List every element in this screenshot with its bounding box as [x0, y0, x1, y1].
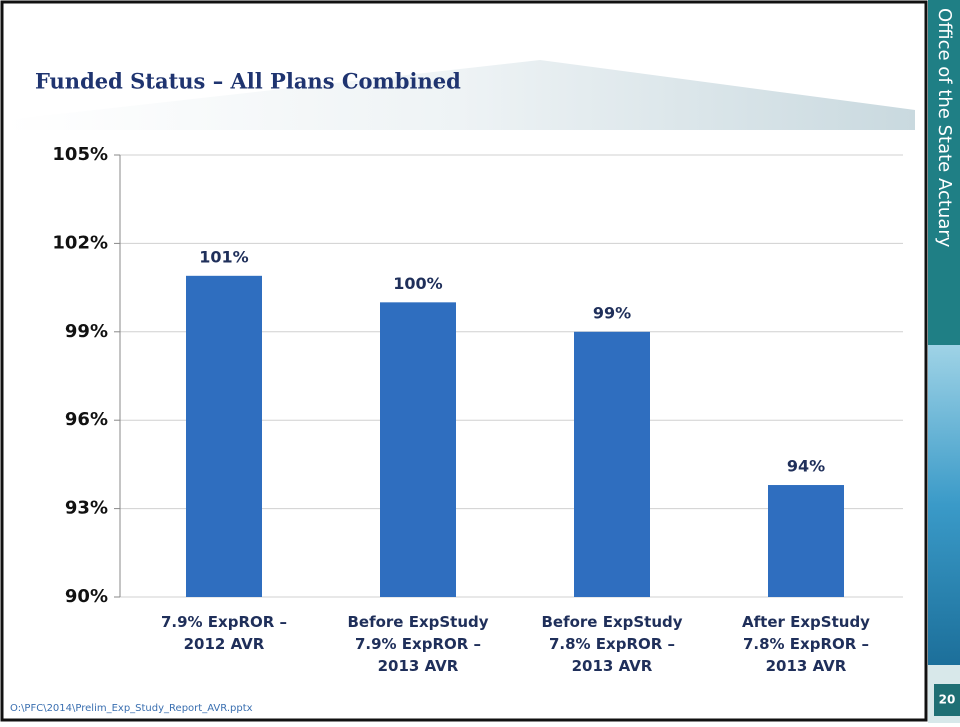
value-label: 94% — [787, 457, 825, 476]
value-label: 99% — [593, 303, 631, 322]
value-label: 100% — [393, 274, 442, 293]
bar — [768, 485, 844, 597]
page-number: 20 — [939, 693, 956, 707]
y-tick-label: 96% — [65, 409, 108, 430]
bar — [380, 302, 456, 597]
side-decor — [928, 345, 960, 665]
side-label: Office of the State Actuary — [934, 8, 955, 248]
bar — [186, 276, 262, 597]
y-tick-label: 99% — [65, 321, 108, 342]
footer: O:\PFC\2014\Prelim_Exp_Study_Report_AVR.… — [10, 703, 253, 714]
value-label: 101% — [199, 247, 248, 266]
bar — [574, 332, 650, 597]
slide: 20 Office of the State Actuary Funded St… — [0, 0, 960, 723]
y-tick-label: 102% — [52, 232, 108, 253]
chart-title: Funded Status – All Plans Combined — [35, 69, 461, 94]
y-tick-label: 105% — [52, 144, 108, 165]
y-tick-label: 90% — [65, 586, 108, 607]
y-tick-label: 93% — [65, 498, 108, 519]
